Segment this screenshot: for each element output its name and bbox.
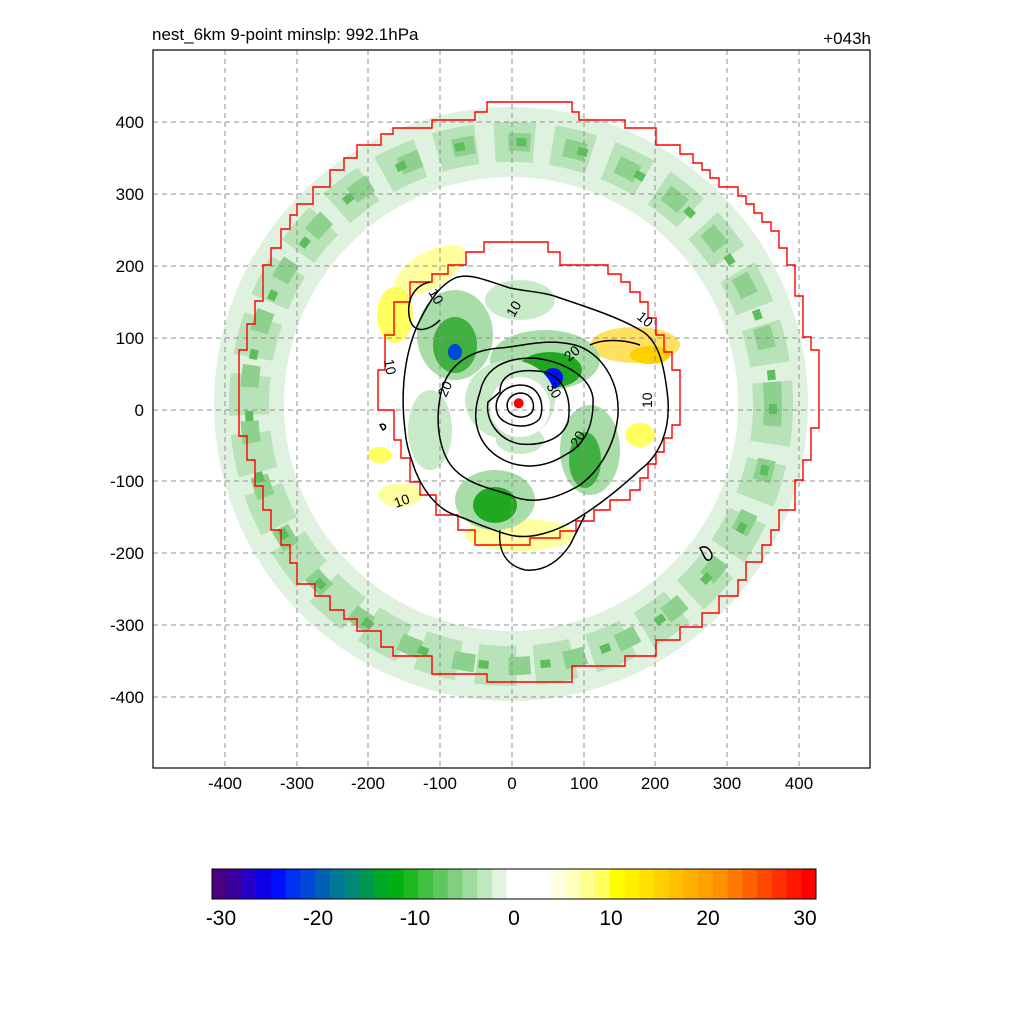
colorbar-cell xyxy=(506,869,522,899)
y-tick-label: -300 xyxy=(110,616,144,635)
outer-boundary xyxy=(238,101,820,683)
colorbar-cell xyxy=(300,869,316,899)
grid-lines xyxy=(153,50,870,768)
colorbar-cell xyxy=(727,869,743,899)
contour-label: 20 xyxy=(567,428,589,450)
y-tick-label: 100 xyxy=(116,329,144,348)
colorbar-cell xyxy=(477,869,493,899)
colorbar-cells xyxy=(212,869,817,899)
x-tick-label: 200 xyxy=(641,774,669,793)
colorbar-cell xyxy=(580,869,596,899)
y-tick-label: -200 xyxy=(110,544,144,563)
colorbar-tick-label: -30 xyxy=(206,907,236,930)
colorbar-cell xyxy=(683,869,699,899)
colorbar-tick-label: -20 xyxy=(303,907,333,930)
colorbar-cell xyxy=(698,869,714,899)
contour-label: 10 xyxy=(503,298,525,320)
colorbar-cell xyxy=(653,869,670,899)
colorbar-cell xyxy=(521,869,537,899)
x-axis: -400 -300 -200 -100 0 100 200 300 400 xyxy=(208,774,813,793)
y-tick-label: 300 xyxy=(116,185,144,204)
colorbar-cell xyxy=(432,869,449,899)
colorbar-cell xyxy=(609,869,625,899)
y-axis: 400 300 200 100 0 -100 -200 -300 -400 xyxy=(110,113,144,707)
colorbar-cell xyxy=(344,869,360,899)
colorbar-cell xyxy=(624,869,640,899)
contour-label: 10 xyxy=(425,286,447,308)
x-tick-label: -400 xyxy=(208,774,242,793)
colorbar-cell xyxy=(639,869,655,899)
colorbar: -30 -20 -10 0 10 20 30 xyxy=(206,868,817,930)
x-tick-label: 0 xyxy=(507,774,516,793)
colorbar-cell xyxy=(256,869,272,899)
colorbar-frame xyxy=(211,868,817,900)
contour-lines xyxy=(378,275,713,571)
colorbar-cell xyxy=(241,869,257,899)
plot-area: 10 10 10 10 10 10 20 20 20 30 xyxy=(153,50,870,768)
contour-label: 10 xyxy=(392,490,412,510)
colorbar-cell xyxy=(668,869,684,899)
colorbar-cell xyxy=(418,869,434,899)
x-tick-label: -200 xyxy=(351,774,385,793)
plot-frame xyxy=(152,49,871,769)
colorbar-cell xyxy=(315,869,331,899)
contour-label: 10 xyxy=(381,358,399,376)
colorbar-cell xyxy=(270,869,287,899)
colorbar-cell xyxy=(536,869,552,899)
colorbar-cell xyxy=(742,869,758,899)
colorbar-cell xyxy=(329,869,346,899)
colorbar-cell xyxy=(359,869,375,899)
y-tick-label: -100 xyxy=(110,472,144,491)
colorbar-cell xyxy=(801,869,817,899)
colorbar-tick-label: 30 xyxy=(793,907,816,930)
colorbar-cell xyxy=(285,869,301,899)
colorbar-cell xyxy=(388,869,405,899)
contour-label: 30 xyxy=(543,380,565,402)
contour-label: 10 xyxy=(639,392,655,408)
colorbar-cell xyxy=(565,869,581,899)
chart-title-left: nest_6km 9-point minslp: 992.1hPa xyxy=(152,25,419,44)
y-tick-label: 0 xyxy=(135,401,144,420)
heatmap-inner-band xyxy=(368,244,680,551)
colorbar-cell xyxy=(403,869,419,899)
colorbar-cell xyxy=(786,869,802,899)
colorbar-cell xyxy=(462,869,478,899)
storm-center-marker xyxy=(513,398,524,409)
y-tick-label: 400 xyxy=(116,113,144,132)
colorbar-cell xyxy=(226,869,242,899)
x-tick-label: -100 xyxy=(423,774,457,793)
colorbar-tick-label: -10 xyxy=(400,907,430,930)
colorbar-cell xyxy=(771,869,788,899)
x-tick-label: 400 xyxy=(785,774,813,793)
contour-labels: 10 10 10 10 10 10 20 20 20 30 xyxy=(381,286,656,511)
y-tick-label: 200 xyxy=(116,257,144,276)
colorbar-tick-label: 0 xyxy=(508,907,520,930)
colorbar-tick-label: 20 xyxy=(696,907,719,930)
colorbar-cell xyxy=(491,869,508,899)
y-tick-label: -400 xyxy=(110,688,144,707)
x-tick-label: 100 xyxy=(570,774,598,793)
colorbar-cell xyxy=(212,869,228,899)
colorbar-tick-label: 10 xyxy=(599,907,622,930)
colorbar-cell xyxy=(595,869,611,899)
colorbar-cell xyxy=(550,869,567,899)
x-tick-label: -300 xyxy=(280,774,314,793)
chart-title-right: +043h xyxy=(823,29,871,48)
heatmap-outer-ring xyxy=(214,107,808,701)
x-tick-label: 300 xyxy=(713,774,741,793)
colorbar-cell xyxy=(374,869,390,899)
colorbar-cell xyxy=(757,869,773,899)
colorbar-cell xyxy=(447,869,463,899)
inner-boundary xyxy=(377,241,681,546)
contour-label: 20 xyxy=(434,378,455,399)
colorbar-cell xyxy=(712,869,729,899)
